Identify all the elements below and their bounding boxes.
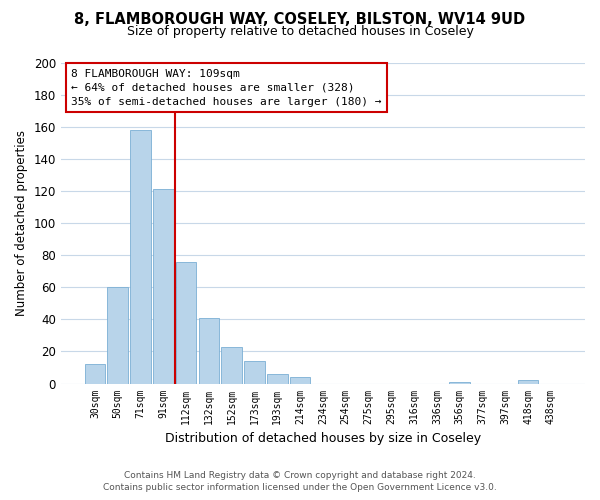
Bar [199, 318, 219, 384]
Text: 8 FLAMBOROUGH WAY: 109sqm
← 64% of detached houses are smaller (328)
35% of semi: 8 FLAMBOROUGH WAY: 109sqm ← 64% of detac… [71, 69, 382, 107]
Bar [449, 382, 470, 384]
Text: Size of property relative to detached houses in Coseley: Size of property relative to detached ho… [127, 25, 473, 38]
Text: Contains HM Land Registry data © Crown copyright and database right 2024.
Contai: Contains HM Land Registry data © Crown c… [103, 471, 497, 492]
Bar [107, 287, 128, 384]
Bar [153, 190, 173, 384]
Text: 8, FLAMBOROUGH WAY, COSELEY, BILSTON, WV14 9UD: 8, FLAMBOROUGH WAY, COSELEY, BILSTON, WV… [74, 12, 526, 28]
X-axis label: Distribution of detached houses by size in Coseley: Distribution of detached houses by size … [165, 432, 481, 445]
Y-axis label: Number of detached properties: Number of detached properties [15, 130, 28, 316]
Bar [176, 262, 196, 384]
Bar [244, 361, 265, 384]
Bar [85, 364, 105, 384]
Bar [518, 380, 538, 384]
Bar [290, 377, 310, 384]
Bar [267, 374, 287, 384]
Bar [221, 346, 242, 384]
Bar [130, 130, 151, 384]
